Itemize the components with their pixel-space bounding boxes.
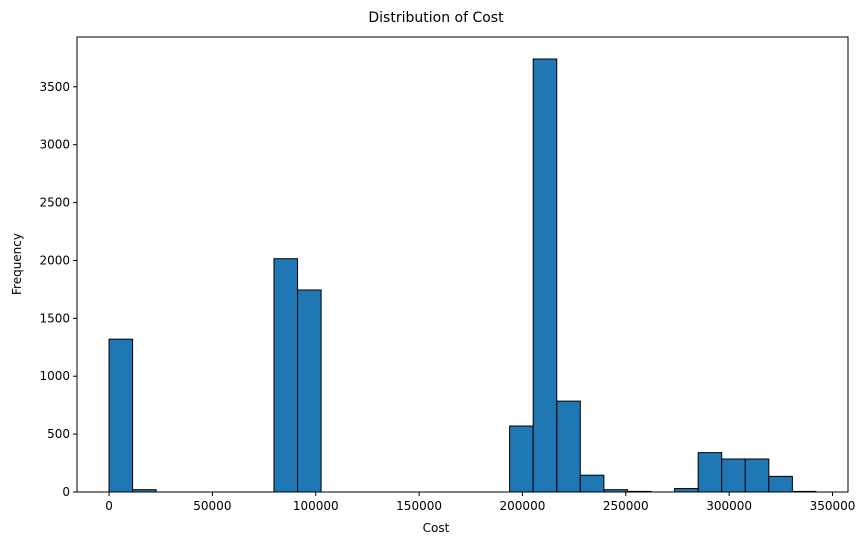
y-tick-label: 1000 — [39, 369, 70, 383]
histogram-bar — [697, 452, 723, 493]
y-axis-ticks: 0 500 1000 1500 2000 2500 3000 3500 — [39, 80, 77, 499]
histogram-bar — [273, 258, 299, 493]
y-tick-label: 3000 — [39, 138, 70, 152]
x-tick-label: 200000 — [500, 499, 546, 513]
x-axis-label: Cost — [423, 521, 450, 535]
chart-title: Distribution of Cost — [368, 10, 504, 26]
x-tick-label: 100000 — [293, 499, 339, 513]
histogram-bar — [108, 338, 134, 493]
y-tick-label: 500 — [47, 427, 70, 441]
x-tick-label: 350000 — [810, 499, 856, 513]
y-axis-label: Frequency — [10, 233, 24, 295]
y-tick-label: 1500 — [39, 311, 70, 325]
x-tick-label: 50000 — [193, 499, 231, 513]
plot-frame — [76, 36, 849, 493]
histogram-bar — [556, 400, 581, 493]
y-tick-label: 0 — [62, 485, 70, 499]
histogram-bar — [297, 289, 322, 493]
histogram-bar — [721, 458, 746, 493]
y-tick-label: 2500 — [39, 196, 70, 210]
histogram-bar — [579, 474, 605, 493]
y-tick-label: 2000 — [39, 253, 70, 267]
x-tick-label: 300000 — [706, 499, 752, 513]
y-tick-label: 3500 — [39, 80, 70, 94]
histogram-bar — [768, 475, 793, 493]
x-tick-label: 250000 — [603, 499, 649, 513]
histogram-bar — [744, 458, 770, 493]
histogram-bar — [532, 58, 558, 493]
x-tick-label: 0 — [105, 499, 113, 513]
histogram-bars — [108, 58, 817, 493]
x-axis-ticks: 0 50000 100000 150000 200000 250000 300000 3500… — [105, 492, 855, 513]
histogram-bar — [674, 488, 699, 493]
x-tick-label: 150000 — [396, 499, 442, 513]
histogram-bar — [509, 425, 534, 493]
